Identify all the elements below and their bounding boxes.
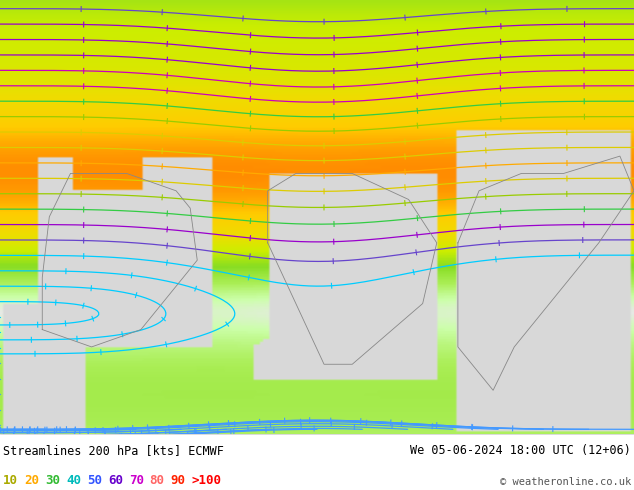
Text: © weatheronline.co.uk: © weatheronline.co.uk: [500, 477, 631, 487]
Text: 10: 10: [3, 474, 18, 487]
Text: We 05-06-2024 18:00 UTC (12+06): We 05-06-2024 18:00 UTC (12+06): [410, 444, 631, 457]
Text: 90: 90: [171, 474, 186, 487]
Text: 20: 20: [24, 474, 39, 487]
Text: 70: 70: [129, 474, 144, 487]
Text: 30: 30: [45, 474, 60, 487]
Text: 40: 40: [66, 474, 81, 487]
Text: >100: >100: [191, 474, 221, 487]
Text: 80: 80: [150, 474, 165, 487]
Text: Streamlines 200 hPa [kts] ECMWF: Streamlines 200 hPa [kts] ECMWF: [3, 444, 224, 457]
Text: 60: 60: [108, 474, 123, 487]
Text: 50: 50: [87, 474, 102, 487]
